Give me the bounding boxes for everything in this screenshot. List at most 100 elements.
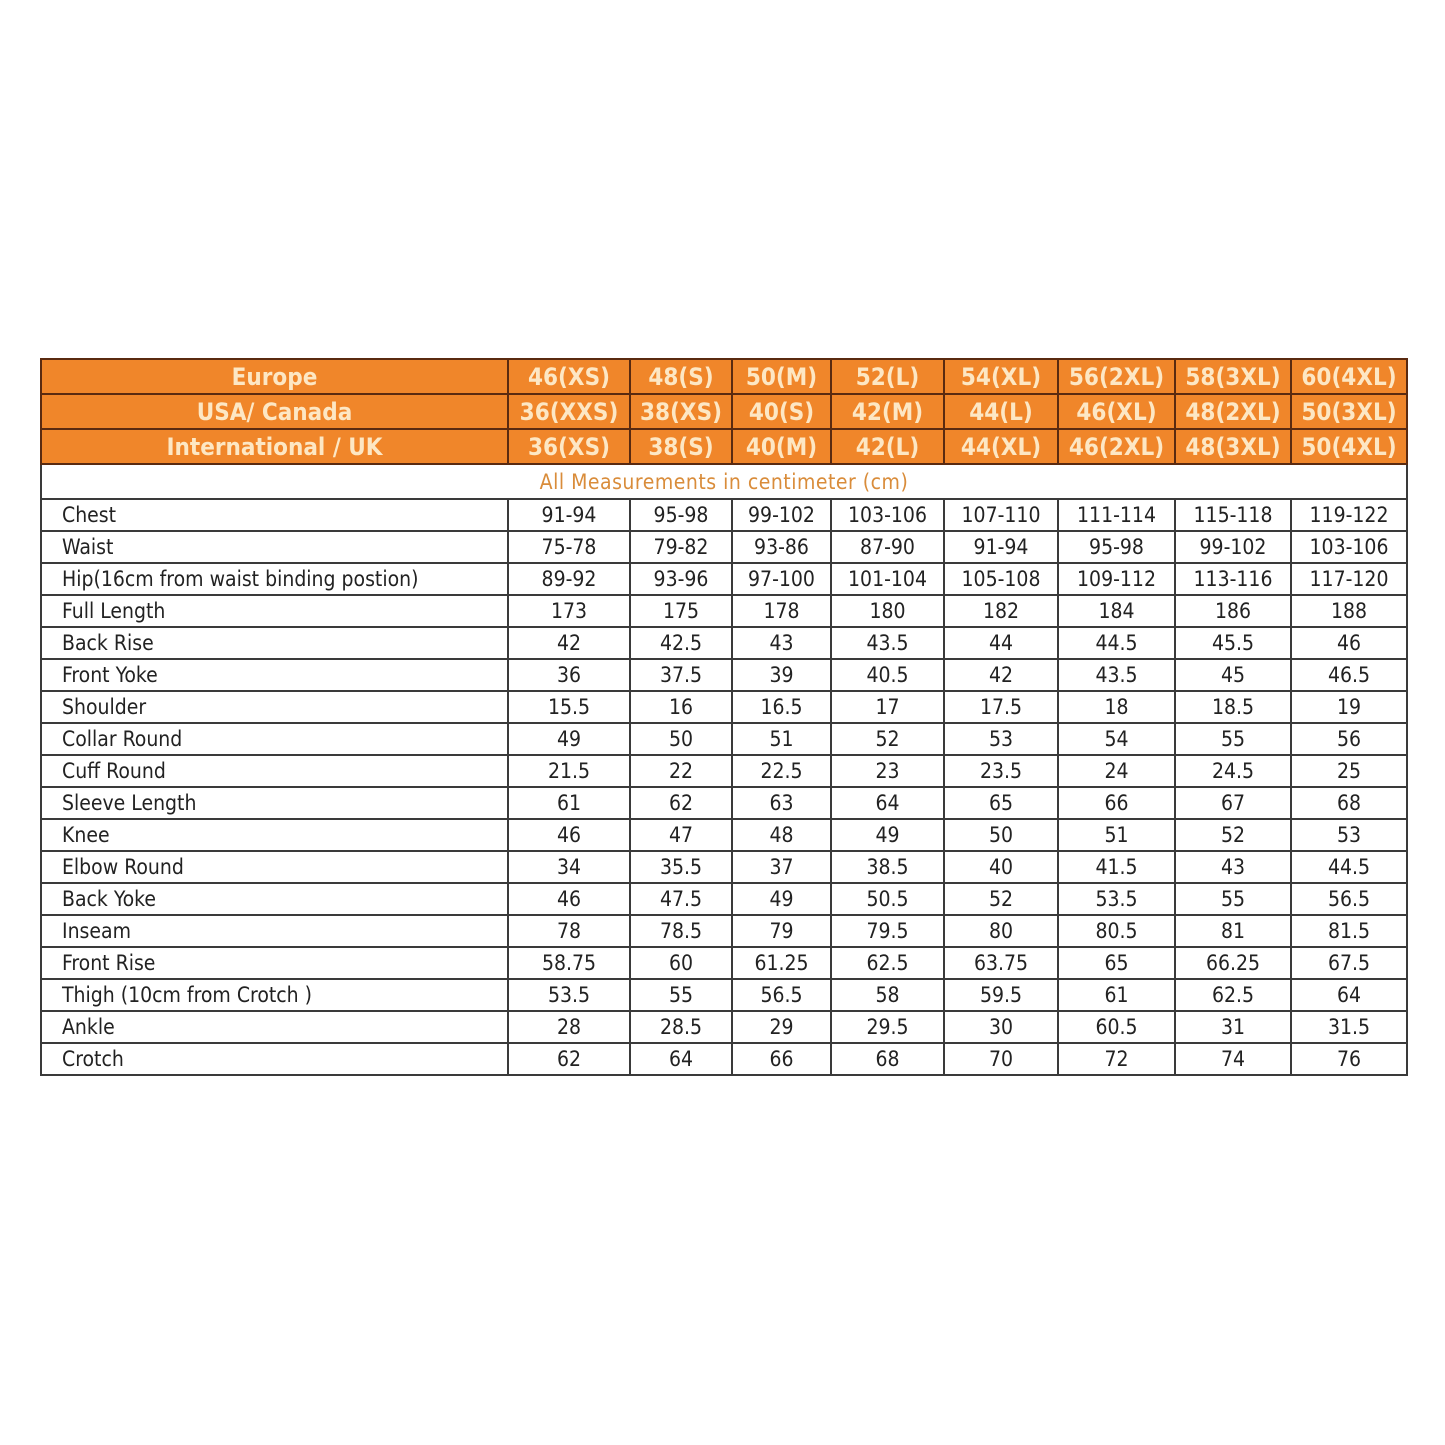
measurement-value: 51 [731, 722, 832, 756]
measurement-value: 173 [507, 594, 631, 628]
measurement-value: 105-108 [943, 562, 1059, 596]
measurement-value: 17 [830, 690, 945, 724]
measurement-value: 78 [507, 914, 631, 948]
measurement-row: Hip(16cm from waist binding postion) 89-9… [40, 562, 1408, 596]
measurement-row: Full Length 173 175 178 180 182 184 186 188 [40, 594, 1408, 628]
measurement-value: 68 [830, 1042, 945, 1076]
measurement-value: 79.5 [830, 914, 945, 948]
measurement-value: 40.5 [830, 658, 945, 692]
measurement-value: 23.5 [943, 754, 1059, 788]
units-note-row: All Measurements in centimeter (cm) [40, 463, 1408, 500]
measurement-value: 18 [1057, 690, 1176, 724]
measurement-value: 24 [1057, 754, 1176, 788]
measurement-value: 42 [943, 658, 1059, 692]
measurement-value: 24.5 [1174, 754, 1292, 788]
measurement-label: Ankle [40, 1010, 509, 1044]
measurement-label: Shoulder [40, 690, 509, 724]
size-cell: 40(S) [731, 393, 832, 430]
measurement-value: 109-112 [1057, 562, 1176, 596]
units-note: All Measurements in centimeter (cm) [40, 463, 1408, 500]
size-cell: 50(3XL) [1290, 393, 1408, 430]
measurement-value: 19 [1290, 690, 1408, 724]
size-cell: 48(3XL) [1174, 428, 1292, 465]
measurement-value: 99-102 [1174, 530, 1292, 564]
measurement-value: 16.5 [731, 690, 832, 724]
measurement-value: 62 [507, 1042, 631, 1076]
measurement-value: 59.5 [943, 978, 1059, 1012]
size-cell: 42(L) [830, 428, 945, 465]
measurement-row: Thigh (10cm from Crotch ) 53.5 55 56.5 58 59.… [40, 978, 1408, 1012]
measurement-label: Chest [40, 498, 509, 532]
measurement-value: 53 [943, 722, 1059, 756]
region-label: USA/ Canada [40, 393, 509, 430]
measurement-row: Crotch 62 64 66 68 70 72 74 76 [40, 1042, 1408, 1076]
measurement-value: 61 [507, 786, 631, 820]
measurement-value: 66 [731, 1042, 832, 1076]
measurement-row: Cuff Round 21.5 22 22.5 23 23.5 24 24.5 25 [40, 754, 1408, 788]
measurement-value: 115-118 [1174, 498, 1292, 532]
measurement-row: Waist 75-78 79-82 93-86 87-90 91-94 95-98 99-10… [40, 530, 1408, 564]
measurement-value: 74 [1174, 1042, 1292, 1076]
measurement-value: 17.5 [943, 690, 1059, 724]
measurement-value: 64 [629, 1042, 733, 1076]
measurement-value: 188 [1290, 594, 1408, 628]
measurement-value: 76 [1290, 1042, 1408, 1076]
measurement-value: 18.5 [1174, 690, 1292, 724]
measurement-value: 39 [731, 658, 832, 692]
measurement-value: 36 [507, 658, 631, 692]
measurement-label: Hip(16cm from waist binding postion) [40, 562, 509, 596]
measurement-value: 79 [731, 914, 832, 948]
measurement-value: 55 [1174, 722, 1292, 756]
measurement-label: Crotch [40, 1042, 509, 1076]
measurement-value: 45.5 [1174, 626, 1292, 660]
size-cell: 56(2XL) [1057, 358, 1176, 395]
measurement-value: 80 [943, 914, 1059, 948]
measurement-value: 46.5 [1290, 658, 1408, 692]
size-cell: 46(XL) [1057, 393, 1176, 430]
measurement-value: 42.5 [629, 626, 733, 660]
size-header-row: Europe 46(XS) 48(S) 50(M) 52(L) 54(XL) 56(2XL)… [40, 358, 1408, 395]
measurement-value: 41.5 [1057, 850, 1176, 884]
measurement-value: 28 [507, 1010, 631, 1044]
measurement-value: 62.5 [1174, 978, 1292, 1012]
size-cell: 36(XS) [507, 428, 631, 465]
measurement-value: 43 [731, 626, 832, 660]
size-cell: 44(L) [943, 393, 1059, 430]
measurement-value: 63 [731, 786, 832, 820]
measurement-row: Front Yoke 36 37.5 39 40.5 42 43.5 45 46.5 [40, 658, 1408, 692]
measurement-value: 55 [1174, 882, 1292, 916]
measurement-value: 175 [629, 594, 733, 628]
measurement-label: Inseam [40, 914, 509, 948]
measurement-value: 46 [507, 818, 631, 852]
measurement-label: Knee [40, 818, 509, 852]
measurement-row: Sleeve Length 61 62 63 64 65 66 67 68 [40, 786, 1408, 820]
measurement-value: 35.5 [629, 850, 733, 884]
size-cell: 44(XL) [943, 428, 1059, 465]
measurement-label: Collar Round [40, 722, 509, 756]
measurement-value: 95-98 [1057, 530, 1176, 564]
measurement-value: 45 [1174, 658, 1292, 692]
measurement-value: 44.5 [1290, 850, 1408, 884]
measurement-row: Knee 46 47 48 49 50 51 52 53 [40, 818, 1408, 852]
measurement-value: 43.5 [830, 626, 945, 660]
size-chart-table: Europe 46(XS) 48(S) 50(M) 52(L) 54(XL) 56(2XL)… [40, 358, 1408, 1076]
measurement-value: 49 [731, 882, 832, 916]
size-header-row: USA/ Canada 36(XXS) 38(XS) 40(S) 42(M) 44(L) 4… [40, 393, 1408, 430]
measurement-value: 43.5 [1057, 658, 1176, 692]
size-cell: 50(M) [731, 358, 832, 395]
measurement-value: 80.5 [1057, 914, 1176, 948]
measurement-value: 23 [830, 754, 945, 788]
size-cell: 54(XL) [943, 358, 1059, 395]
measurement-value: 47 [629, 818, 733, 852]
measurement-value: 72 [1057, 1042, 1176, 1076]
measurement-value: 60.5 [1057, 1010, 1176, 1044]
measurement-value: 16 [629, 690, 733, 724]
measurement-value: 97-100 [731, 562, 832, 596]
measurement-label: Thigh (10cm from Crotch ) [40, 978, 509, 1012]
measurement-value: 60 [629, 946, 733, 980]
size-cell: 40(M) [731, 428, 832, 465]
measurement-value: 50 [943, 818, 1059, 852]
measurement-value: 66 [1057, 786, 1176, 820]
measurement-value: 53.5 [1057, 882, 1176, 916]
measurement-value: 40 [943, 850, 1059, 884]
